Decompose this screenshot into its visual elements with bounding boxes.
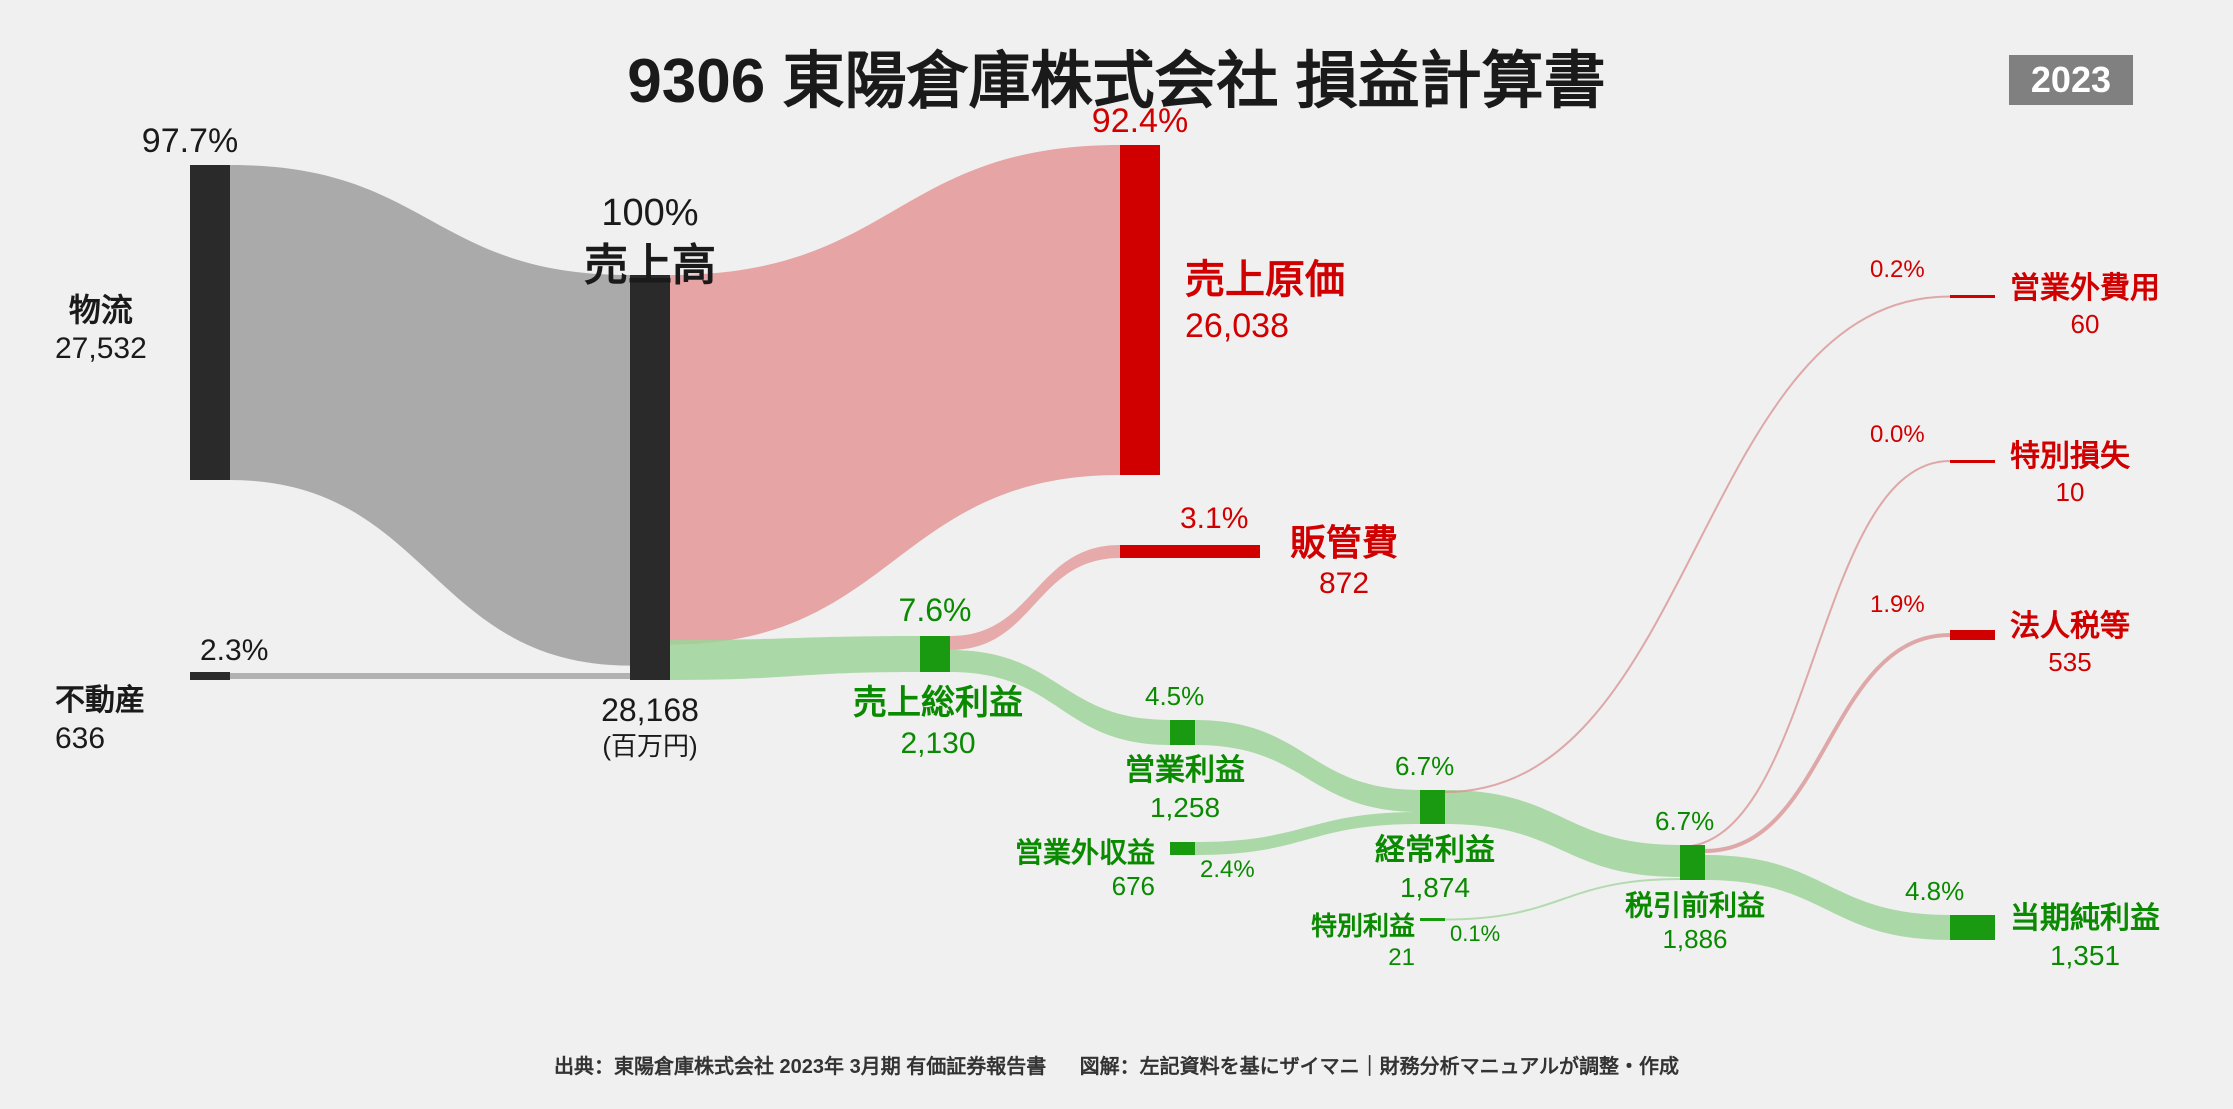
tax-pct: 1.9% (1870, 590, 1925, 620)
logistics-pct: 97.7% (75, 120, 305, 163)
sga-val: 872 (1290, 565, 1398, 603)
ord-val: 1,874 (1345, 870, 1525, 905)
revenue-pct: 100% (545, 190, 755, 238)
ord-name: 経常利益 (1345, 832, 1525, 870)
net-pct: 4.8% (1905, 875, 1964, 908)
cogs-val: 26,038 (1185, 305, 1345, 348)
footer-credit: 図解：左記資料を基にザイマニ｜財務分析マニュアルが調整・作成 (1080, 1056, 1679, 1078)
sga-pct: 3.1% (1180, 500, 1248, 538)
cogs-pct: 92.4% (1000, 100, 1280, 143)
eg-name: 特別利益 (1215, 910, 1415, 943)
op-pct: 4.5% (1145, 680, 1204, 713)
noe-name: 営業外費用 (2010, 270, 2160, 308)
logistics-name: 物流 (55, 290, 147, 330)
op-name: 営業利益 (1095, 752, 1275, 790)
noe-pct: 0.2% (1870, 255, 1925, 285)
el-pct: 0.0% (1870, 420, 1925, 450)
pre-pct: 6.7% (1655, 805, 1714, 838)
el-val: 10 (2010, 476, 2130, 509)
eg-val: 21 (1215, 943, 1415, 973)
noi-pct: 2.4% (1200, 855, 1255, 885)
realestate-pct: 2.3% (200, 632, 268, 670)
gross-pct: 7.6% (860, 590, 1010, 630)
footer-source: 出典：東陽倉庫株式会社 2023年 3月期 有価証券報告書 (554, 1056, 1046, 1078)
eg-pct: 0.1% (1450, 920, 1500, 948)
realestate-val: 636 (55, 720, 145, 758)
sga-name: 販管費 (1290, 520, 1398, 565)
noe-val: 60 (2010, 308, 2160, 341)
el-name: 特別損失 (2010, 438, 2130, 476)
footer: 出典：東陽倉庫株式会社 2023年 3月期 有価証券報告書 図解：左記資料を基に… (554, 1050, 1679, 1079)
op-val: 1,258 (1095, 790, 1275, 825)
net-val: 1,351 (2010, 938, 2160, 973)
pre-name: 税引前利益 (1605, 888, 1785, 923)
sankey-diagram (0, 0, 2233, 1109)
gross-val: 2,130 (808, 725, 1068, 763)
revenue-name: 売上高 (545, 238, 755, 293)
net-name: 当期純利益 (2010, 900, 2160, 938)
tax-name: 法人税等 (2010, 608, 2130, 646)
logistics-val: 27,532 (55, 330, 147, 368)
noi-name: 営業外収益 (955, 835, 1155, 870)
gross-name: 売上総利益 (808, 682, 1068, 725)
revenue-val: 28,168 (545, 690, 755, 730)
cogs-name: 売上原価 (1185, 255, 1345, 305)
ord-pct: 6.7% (1395, 750, 1454, 783)
revenue-unit: (百万円) (545, 730, 755, 763)
tax-val: 535 (2010, 646, 2130, 679)
noi-val: 676 (955, 870, 1155, 903)
pre-val: 1,886 (1605, 923, 1785, 956)
realestate-name: 不動産 (55, 682, 145, 720)
